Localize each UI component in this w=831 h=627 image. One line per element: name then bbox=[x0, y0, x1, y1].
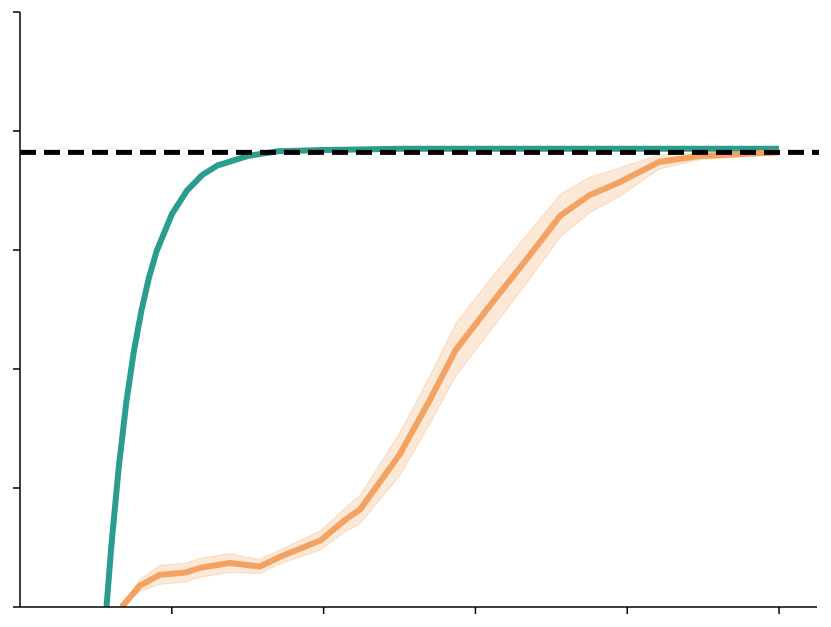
line bbox=[119, 149, 780, 607]
line bbox=[103, 145, 779, 607]
error-band bbox=[121, 149, 780, 607]
